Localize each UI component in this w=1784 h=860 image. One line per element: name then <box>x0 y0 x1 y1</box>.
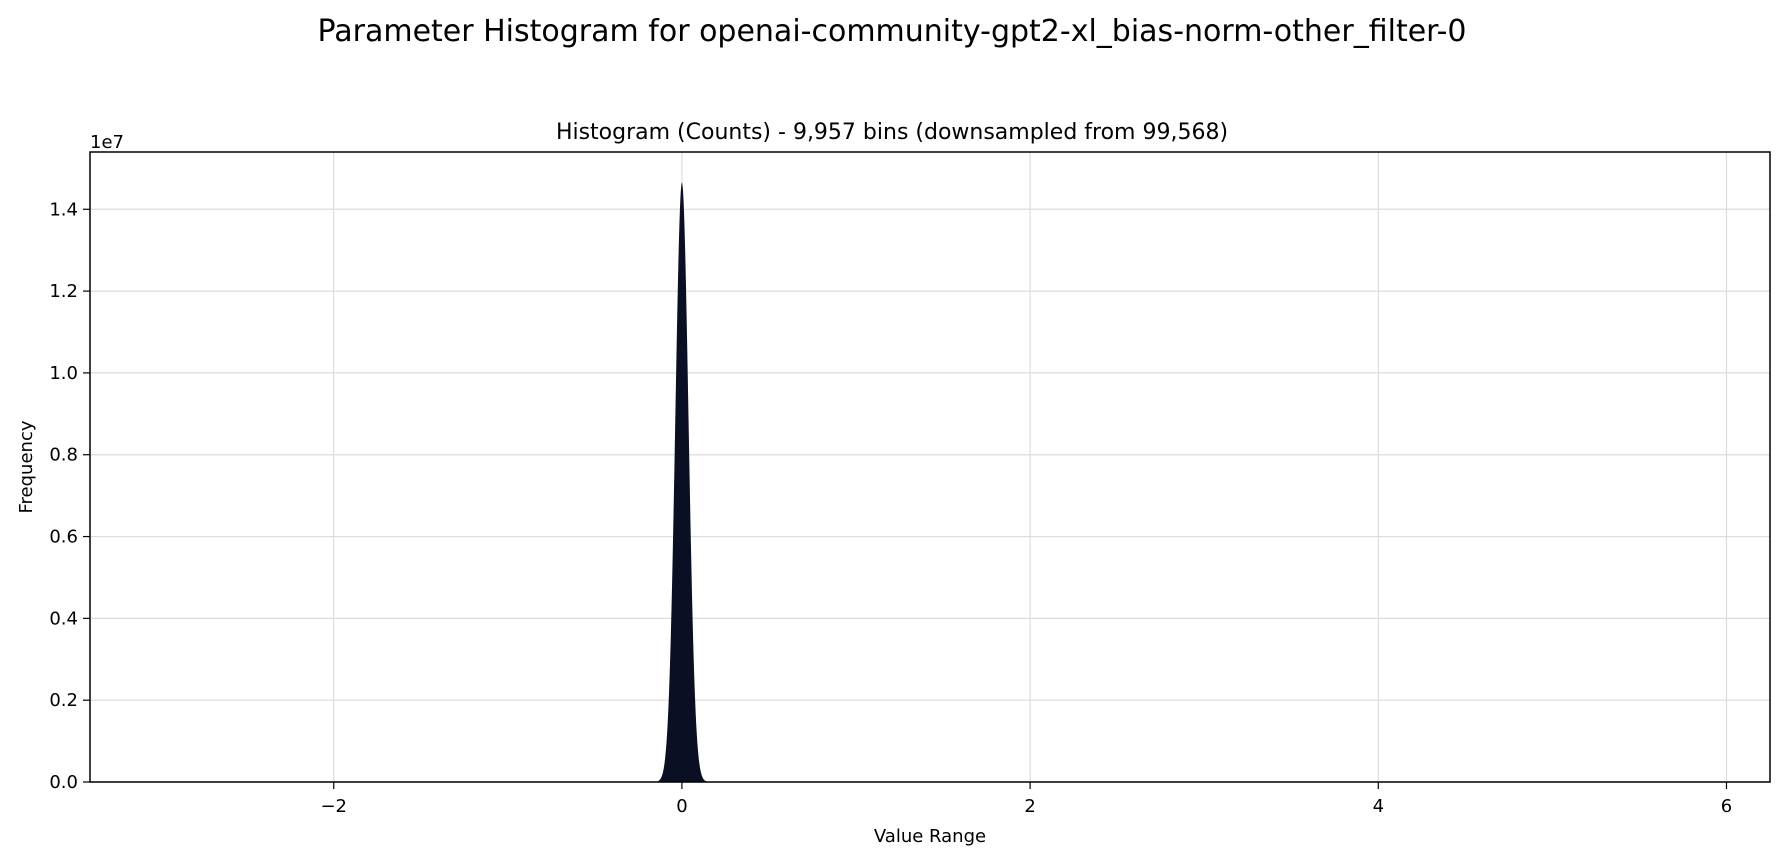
x-tick-label: 4 <box>1373 796 1384 817</box>
y-tick-label: 0.4 <box>49 608 78 629</box>
y-axis-label: Frequency <box>16 420 37 513</box>
chart-title: Histogram (Counts) - 9,957 bins (downsam… <box>556 120 1228 145</box>
y-tick-label: 0.0 <box>49 772 78 793</box>
x-axis-label: Value Range <box>874 826 986 847</box>
x-tick-label: 6 <box>1721 796 1732 817</box>
grid-lines <box>90 152 1770 783</box>
figure-title: Parameter Histogram for openai-community… <box>318 14 1467 49</box>
x-axis-ticks: −2 0 2 4 6 <box>320 782 1732 817</box>
x-tick-label: 2 <box>1024 796 1035 817</box>
y-tick-label: 1.0 <box>49 363 78 384</box>
y-tick-label: 0.2 <box>49 690 78 711</box>
y-tick-label: 1.4 <box>49 199 78 220</box>
y-axis-ticks: 0.0 0.2 0.4 0.6 0.8 1.0 1.2 1.4 <box>49 199 90 793</box>
y-offset-label: 1e7 <box>90 132 124 153</box>
y-tick-label: 0.8 <box>49 445 78 466</box>
y-tick-label: 1.2 <box>49 281 78 302</box>
x-tick-label: 0 <box>676 796 687 817</box>
x-tick-label: −2 <box>320 796 347 817</box>
plot-frame <box>89 151 1771 783</box>
y-tick-label: 0.6 <box>49 527 78 548</box>
histogram-bars <box>654 182 710 782</box>
